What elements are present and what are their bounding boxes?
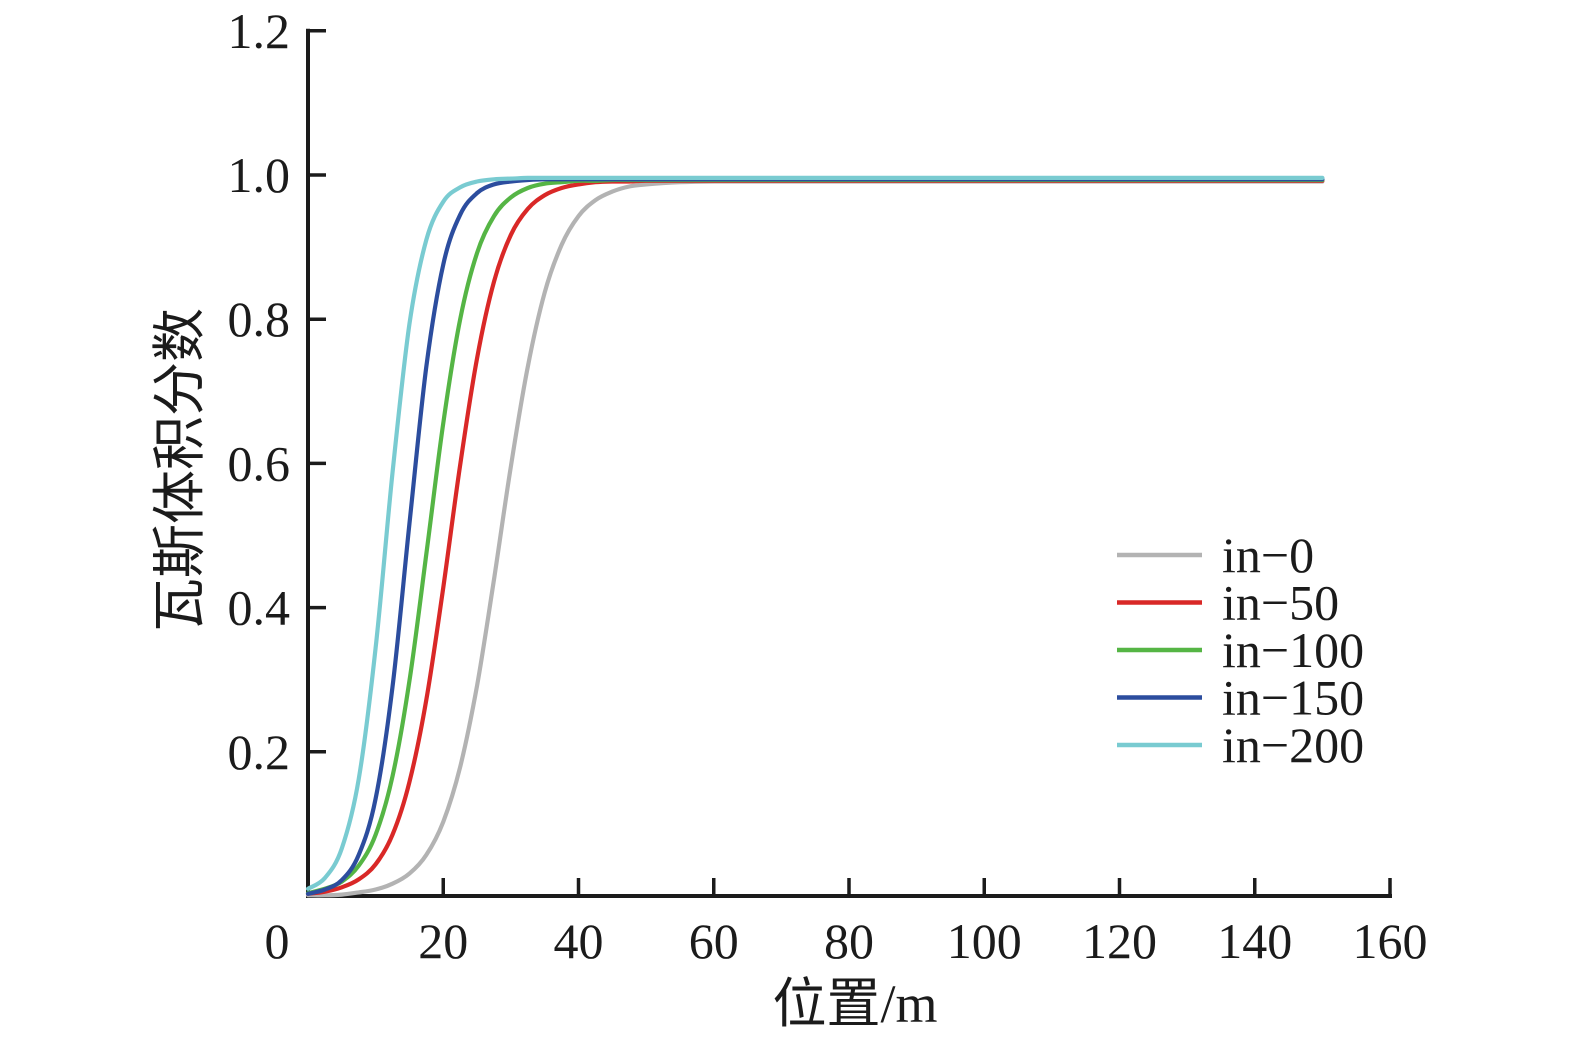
y-tick-label: 1.0	[228, 147, 291, 203]
legend-label-in-200: in−200	[1222, 717, 1364, 773]
legend-label-in-50: in−50	[1222, 575, 1339, 631]
legend-label-in-150: in−150	[1222, 670, 1364, 726]
series-line-in-200	[305, 175, 1325, 891]
legend-label-in-100: in−100	[1222, 622, 1364, 678]
x-tick-label: 40	[554, 913, 604, 969]
x-tick-label: 60	[689, 913, 739, 969]
y-tick-label: 0.2	[228, 724, 291, 780]
x-tick-label: 0	[265, 913, 290, 969]
y-tick-label: 0.6	[228, 435, 291, 491]
x-axis-title: 位置/m	[772, 974, 937, 1034]
y-tick-label: 0.8	[228, 291, 291, 347]
legend-label-in-0: in−0	[1222, 527, 1314, 583]
y-axis-title: 瓦斯体积分数	[150, 308, 210, 632]
x-tick-label: 20	[418, 913, 468, 969]
x-tick-label: 80	[824, 913, 874, 969]
x-tick-label: 140	[1217, 913, 1292, 969]
x-tick-label: 100	[947, 913, 1022, 969]
y-tick-label: 1.2	[228, 3, 291, 59]
x-tick-label: 160	[1353, 913, 1428, 969]
x-tick-label: 120	[1082, 913, 1157, 969]
y-tick-label: 0.4	[228, 580, 291, 636]
